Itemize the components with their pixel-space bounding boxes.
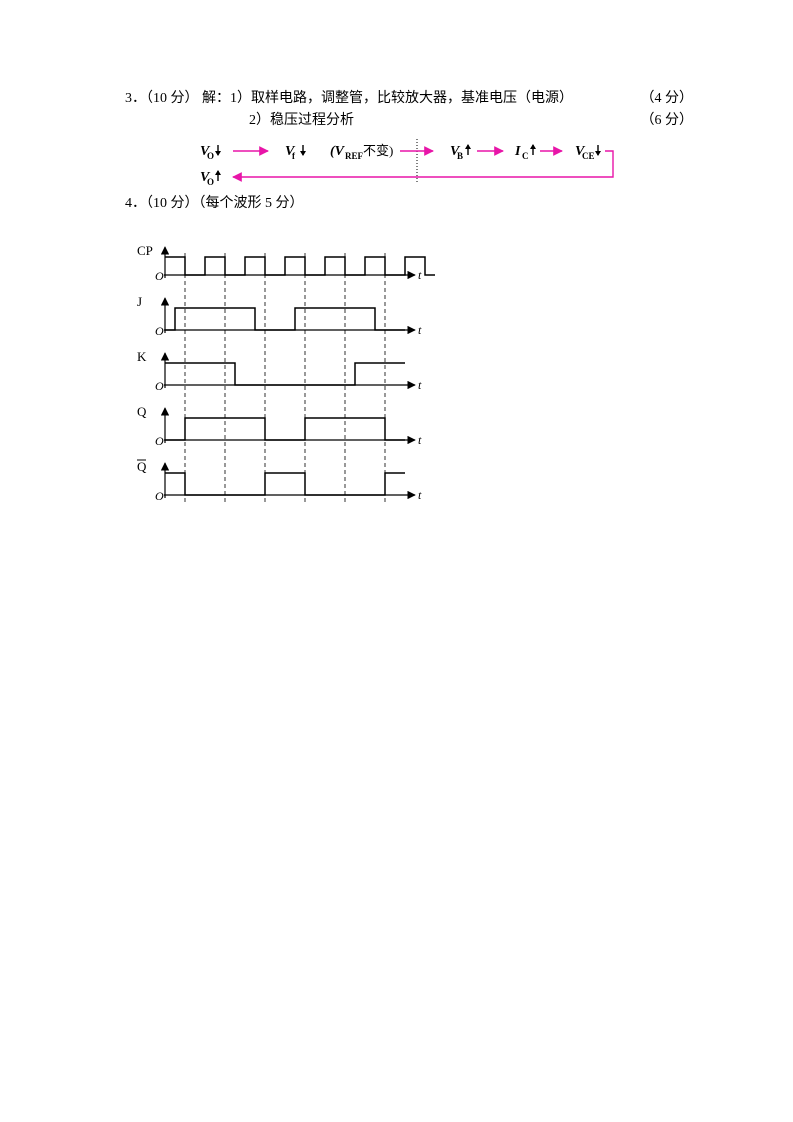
q3-p2-label: 2） (249, 113, 270, 128)
svg-text:C: C (522, 151, 529, 161)
svg-text:f: f (292, 151, 296, 161)
svg-text:t: t (418, 378, 422, 392)
q3-prefix: 3．（10 分） 解： (125, 91, 230, 106)
svg-text:Q: Q (137, 459, 147, 474)
svg-text:Q: Q (137, 404, 147, 419)
svg-text:t: t (418, 488, 422, 502)
svg-text:I: I (514, 144, 521, 159)
svg-text:(V: (V (330, 144, 346, 159)
svg-text:不变): 不变) (363, 143, 393, 158)
svg-text:CE: CE (582, 151, 595, 161)
svg-text:O: O (155, 489, 164, 503)
svg-text:REF: REF (345, 151, 364, 161)
svg-text:t: t (418, 323, 422, 337)
waveform-diagram: OtCPOtJOtKOtQOtQ (125, 235, 693, 535)
svg-text:B: B (457, 151, 463, 161)
question-4: 4．（10 分）（每个波形 5 分） (125, 193, 693, 215)
q3-line2: 2）稳压过程分析 （6 分） (125, 110, 693, 132)
svg-text:O: O (207, 177, 214, 187)
svg-text:J: J (137, 294, 142, 309)
svg-text:t: t (418, 268, 422, 282)
svg-text:O: O (207, 151, 214, 161)
q3-p1-text: 取样电路，调整管，比较放大器，基准电压（电源） (251, 91, 573, 106)
svg-text:O: O (155, 434, 164, 448)
q3-p2-score: （6 分） (641, 110, 694, 132)
svg-text:O: O (155, 324, 164, 338)
q3-p2-text: 稳压过程分析 (270, 113, 354, 128)
flow-diagram: VOVf(VREF不变)VBICVCEVO (155, 137, 693, 189)
svg-text:K: K (137, 349, 147, 364)
svg-text:CP: CP (137, 243, 153, 258)
q3-line1: 3．（10 分） 解：1）取样电路，调整管，比较放大器，基准电压（电源） （4 … (125, 88, 693, 110)
svg-text:O: O (155, 269, 164, 283)
q4-text: 4．（10 分）（每个波形 5 分） (125, 196, 304, 211)
svg-text:O: O (155, 379, 164, 393)
q3-p1-score: （4 分） (641, 88, 694, 110)
q3-p1-label: 1） (230, 91, 251, 106)
svg-text:t: t (418, 433, 422, 447)
question-3: 3．（10 分） 解：1）取样电路，调整管，比较放大器，基准电压（电源） （4 … (125, 88, 693, 133)
